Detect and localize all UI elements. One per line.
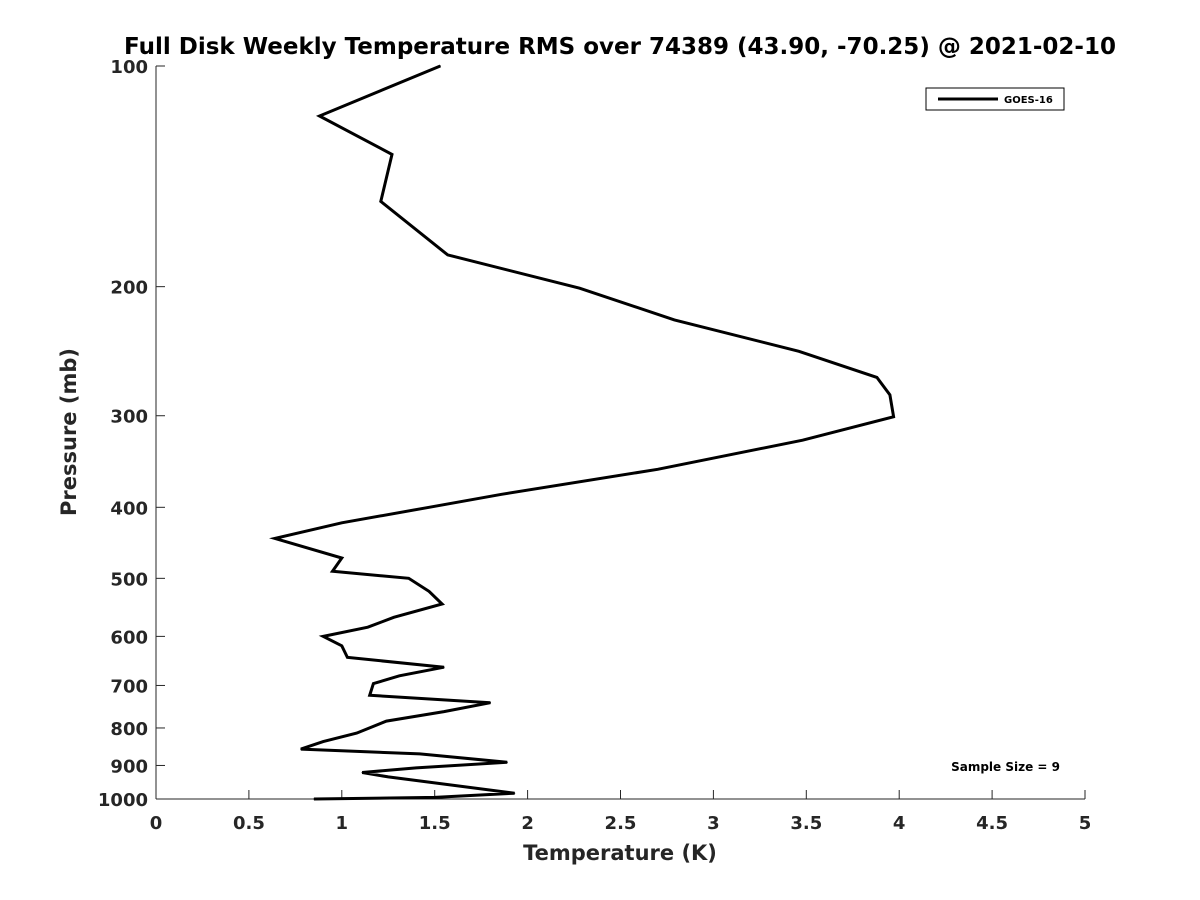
data-point: [393, 616, 395, 618]
data-point: [391, 153, 393, 155]
data-point: [372, 683, 374, 685]
x-tick-label: 0.5: [233, 813, 265, 834]
data-point: [356, 732, 358, 734]
data-point: [434, 796, 436, 799]
data-point: [369, 694, 371, 696]
data-point: [387, 776, 389, 778]
data-point: [300, 748, 302, 750]
y-tick-label: 100: [110, 57, 148, 78]
sample-size-annotation: Sample Size = 9: [951, 760, 1060, 774]
y-tick-label: 800: [110, 719, 148, 740]
y-tick-label: 900: [110, 756, 148, 777]
data-point: [380, 200, 382, 202]
data-point: [443, 711, 445, 713]
data-point: [346, 656, 348, 659]
data-point: [657, 468, 659, 470]
data-point: [439, 65, 441, 67]
x-axis-label: Temperature (K): [523, 841, 717, 865]
data-point: [367, 626, 369, 628]
y-tick-label: 400: [110, 498, 148, 519]
x-tick-label: 0: [150, 813, 163, 834]
data-point: [408, 577, 410, 579]
x-tick-label: 1: [336, 813, 349, 834]
data-point: [331, 570, 334, 572]
data-point: [501, 493, 503, 495]
x-axis-ticks: 0 0.5 1 1.5 2 2.5 3 3.5 4 4.5 5: [150, 790, 1092, 834]
data-point: [398, 675, 400, 677]
y-tick-label: 700: [110, 676, 148, 697]
data-point: [514, 792, 516, 794]
data-point: [441, 603, 443, 605]
series-layer: [269, 64, 896, 801]
data-point: [506, 761, 508, 763]
x-tick-label: 4: [893, 813, 906, 834]
x-tick-label: 3: [707, 813, 720, 834]
x-tick-label: 4.5: [976, 813, 1008, 834]
legend-label-goes-16: GOES-16: [1004, 95, 1053, 106]
data-point: [876, 376, 878, 378]
y-tick-label: 300: [110, 407, 148, 428]
data-point: [889, 394, 891, 396]
data-point: [579, 287, 581, 289]
data-point: [341, 645, 343, 647]
chart-title: Full Disk Weekly Temperature RMS over 74…: [124, 34, 1116, 60]
x-tick-label: 3.5: [790, 813, 822, 834]
x-tick-label: 2.5: [605, 813, 637, 834]
y-tick-label: 1000: [98, 790, 148, 811]
data-point: [322, 635, 324, 638]
data-point: [322, 741, 324, 743]
x-tick-label: 5: [1079, 813, 1092, 834]
data-point: [428, 590, 430, 593]
data-point: [447, 254, 449, 256]
data-point: [361, 771, 363, 774]
legend: GOES-16: [925, 87, 1065, 111]
data-point: [798, 350, 800, 352]
y-axis-label: Pressure (mb): [57, 348, 81, 516]
data-point: [489, 702, 491, 704]
data-point: [673, 319, 676, 321]
data-point: [802, 439, 804, 441]
y-axis-ticks: 100 200 300 400 500 600 700 800 900 1000: [98, 57, 165, 811]
data-point: [443, 666, 445, 668]
data-point: [419, 753, 421, 755]
data-point: [893, 416, 895, 418]
data-point: [385, 720, 387, 722]
data-point: [415, 767, 417, 769]
data-point: [428, 506, 430, 508]
data-point: [313, 798, 315, 800]
y-tick-label: 200: [110, 278, 148, 299]
data-point: [341, 522, 343, 524]
y-tick-label: 500: [110, 569, 148, 590]
data-point: [318, 115, 321, 117]
data-point: [341, 557, 343, 559]
data-point: [274, 537, 276, 540]
x-tick-label: 1.5: [419, 813, 451, 834]
x-tick-label: 2: [521, 813, 534, 834]
y-tick-label: 600: [110, 627, 148, 648]
